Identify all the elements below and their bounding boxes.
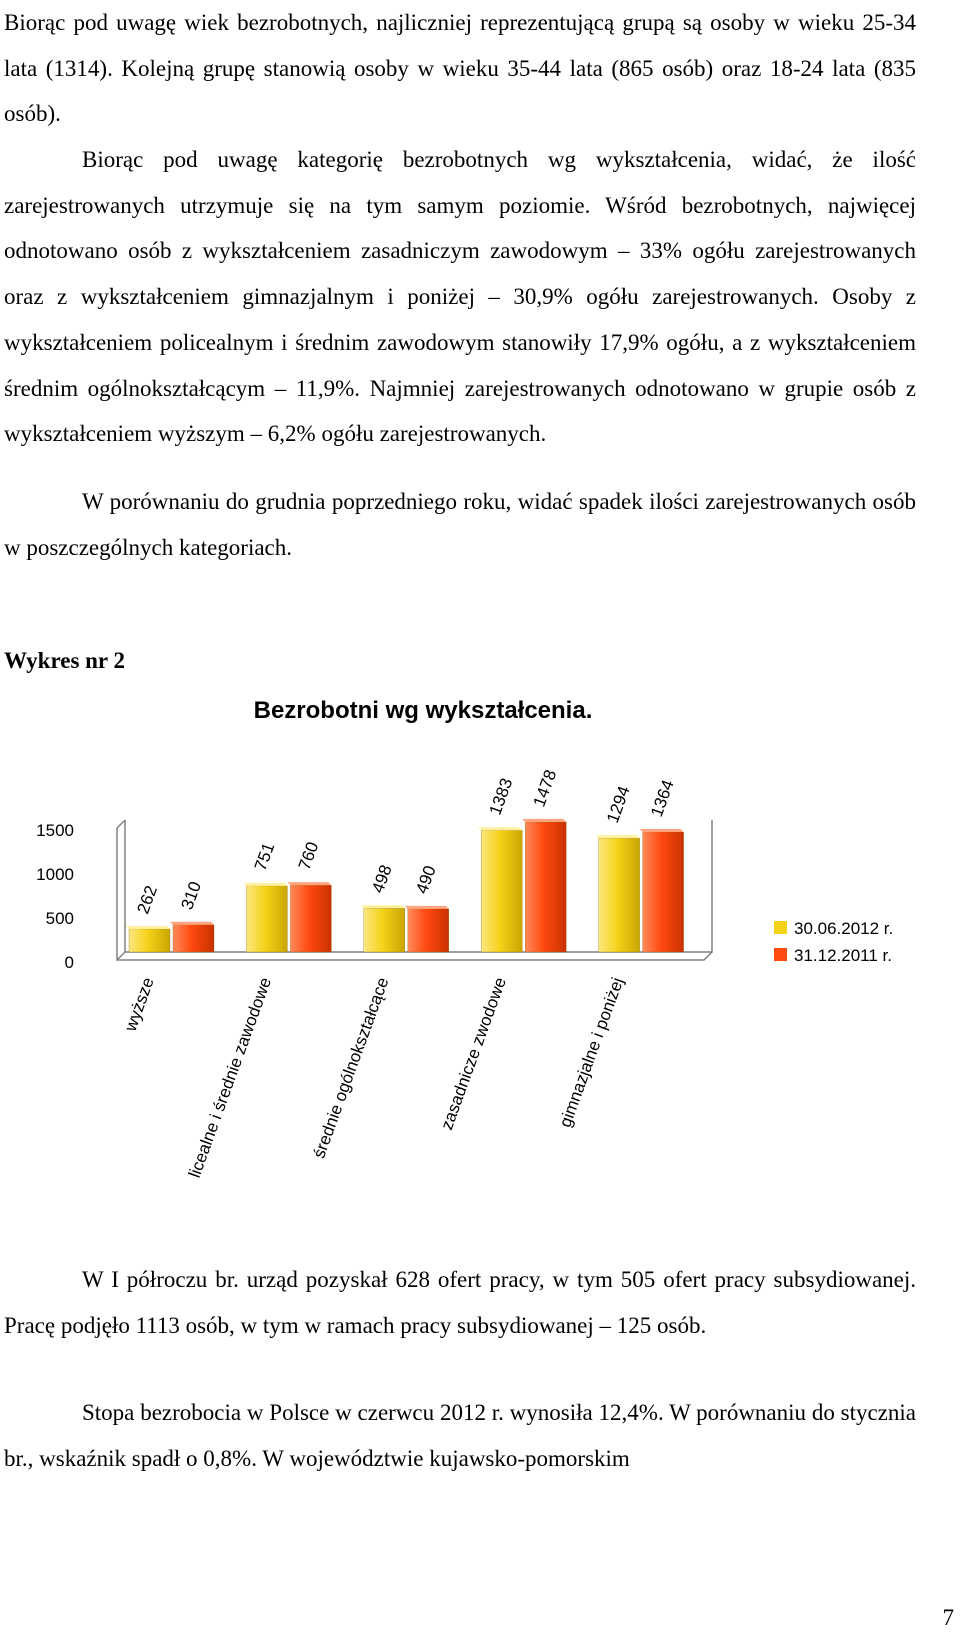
bar-top: [287, 882, 332, 886]
data-label: 1478: [530, 767, 561, 809]
bar-top: [404, 905, 449, 909]
legend-swatch: [774, 921, 787, 934]
chart-heading: Wykres nr 2: [4, 648, 125, 673]
data-label: 1364: [647, 777, 678, 819]
bar-top: [639, 828, 684, 832]
legend-label: 30.06.2012 r.: [794, 919, 893, 938]
data-label: 1383: [486, 776, 517, 818]
plot-floor-edge: [116, 951, 126, 961]
data-label: 262: [133, 883, 161, 916]
chart-title: Bezrobotni wg wykształcenia.: [254, 697, 593, 724]
page-number: 7: [942, 1605, 955, 1630]
bar: [128, 928, 171, 953]
bar: [525, 821, 567, 953]
bar-top: [243, 882, 288, 886]
bar: [481, 830, 523, 953]
paragraph-age-groups: Biorąc pod uwagę wiek bezrobotnych, najl…: [4, 10, 916, 127]
education-bar-chart: Bezrobotni wg wykształcenia. 0 500 1000 150…: [36, 697, 893, 1180]
paragraph-unemployment-rate: Stopa bezrobocia w Polsce w czerwcu 2012…: [4, 1400, 916, 1471]
bar: [363, 908, 405, 953]
category-label: zasadnicze zwodowe: [437, 975, 510, 1132]
bar: [172, 924, 215, 953]
y-tick-label: 1500: [36, 821, 74, 840]
bar: [642, 831, 684, 953]
paragraph-job-offers: W I półroczu br. urząd pozyskał 628 ofer…: [4, 1267, 916, 1338]
data-label: 490: [412, 863, 440, 896]
bar: [246, 885, 288, 953]
paragraph-comparison: W porównaniu do grudnia poprzedniego rok…: [4, 489, 916, 560]
bar-top: [360, 905, 405, 909]
bar-top: [595, 835, 640, 839]
y-tick-label: 500: [46, 909, 74, 928]
data-label: 751: [251, 840, 279, 873]
legend-swatch: [774, 948, 787, 961]
bar-top: [170, 921, 214, 925]
y-tick-label: 0: [65, 953, 74, 972]
category-label: wyższe: [121, 975, 158, 1035]
category-label: licealne i średnie zawodowe: [185, 975, 275, 1180]
bar: [290, 884, 332, 953]
category-label: gimnazjalne i poniżej: [556, 975, 628, 1130]
chart-legend: 30.06.2012 r. 31.12.2011 r.: [774, 919, 893, 965]
y-tick-label: 1000: [36, 865, 74, 884]
bar-top: [478, 827, 523, 831]
category-label: średnie ogólnokształcące: [309, 975, 392, 1161]
bar-top: [126, 925, 170, 929]
plot-floor: [116, 828, 713, 961]
bar-top: [522, 818, 567, 822]
data-label: 1294: [603, 783, 634, 825]
data-label: 310: [177, 879, 205, 912]
bar: [598, 837, 640, 953]
plot-top-edge: [116, 819, 126, 829]
bar: [407, 908, 449, 953]
paragraph-education-shares: Biorąc pod uwagę kategorię bezrobotnych …: [4, 147, 916, 447]
data-label: 760: [295, 839, 323, 872]
legend-label: 31.12.2011 r.: [794, 946, 892, 965]
data-label: 498: [368, 862, 396, 895]
